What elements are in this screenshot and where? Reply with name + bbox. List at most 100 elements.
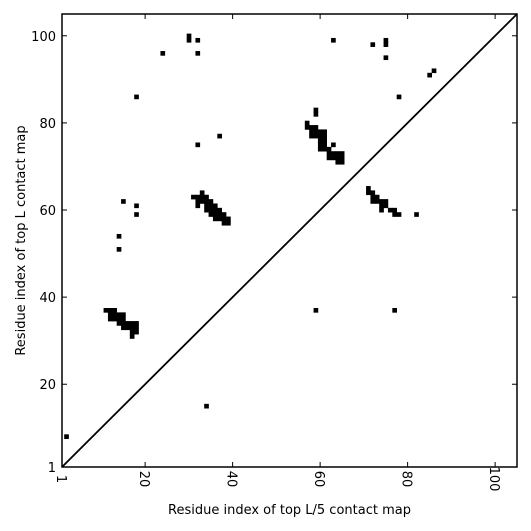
- contact-point-upper: [116, 233, 122, 239]
- contact-point-upper: [414, 212, 419, 217]
- contact-point-lower: [112, 308, 117, 313]
- contact-point-upper: [195, 142, 201, 148]
- contact-point-upper: [199, 199, 205, 204]
- contact-point-upper: [383, 37, 389, 43]
- contact-point-lower: [125, 321, 131, 326]
- y-tick-label: 20: [39, 378, 56, 393]
- contact-point-upper: [326, 155, 332, 161]
- contact-point-upper: [313, 129, 319, 135]
- contact-point-upper: [309, 133, 314, 139]
- x-tick-label: 60: [311, 471, 326, 488]
- contact-point-upper: [317, 133, 323, 139]
- contact-point-lower: [121, 321, 126, 326]
- y-axis-ticks: 1 20 40 60 80 100: [31, 30, 517, 476]
- contact-point-upper: [304, 120, 310, 126]
- plot-frame: [61, 13, 518, 468]
- contact-point-upper: [195, 51, 201, 56]
- contact-point-upper: [379, 207, 384, 213]
- contact-point-upper: [208, 212, 214, 217]
- contact-point-upper: [370, 190, 376, 196]
- contact-point-lower: [116, 321, 122, 326]
- contact-points: [64, 33, 437, 439]
- y-tick-label: 1: [48, 461, 56, 476]
- contact-point-upper: [322, 129, 327, 135]
- contact-point-upper: [221, 220, 227, 226]
- contact-point-upper: [186, 37, 192, 43]
- contact-point-lower: [107, 308, 113, 313]
- contact-point-upper: [121, 199, 126, 204]
- contact-point-upper: [322, 138, 327, 143]
- contact-point-upper: [339, 151, 345, 156]
- contact-point-upper: [186, 33, 192, 39]
- contact-point-lower: [107, 312, 113, 318]
- contact-point-upper: [335, 151, 341, 156]
- contact-point-lower: [129, 334, 135, 339]
- contact-point-upper: [317, 142, 323, 148]
- contact-point-upper: [208, 199, 214, 204]
- contact-point-upper: [212, 203, 218, 209]
- contact-point-upper: [331, 37, 336, 43]
- contact-point-upper: [221, 216, 227, 222]
- contact-point-upper: [331, 155, 336, 161]
- contact-point-upper: [379, 199, 384, 204]
- contact-point-upper: [374, 194, 380, 200]
- contact-point-upper: [191, 194, 196, 200]
- contact-point-lower: [64, 434, 69, 439]
- contact-point-lower: [134, 329, 139, 335]
- contact-point-upper: [313, 112, 319, 117]
- y-tick-label: 60: [39, 204, 56, 219]
- contact-point-upper: [331, 151, 336, 156]
- contact-point-upper: [313, 133, 319, 139]
- x-tick-label: 1: [53, 475, 68, 483]
- y-axis-label: Residue index of top L contact map: [14, 125, 29, 355]
- contact-point-upper: [339, 159, 345, 165]
- contact-point-upper: [134, 94, 139, 100]
- contact-point-upper: [204, 207, 209, 213]
- contact-point-upper: [195, 194, 201, 200]
- contact-point-lower: [134, 325, 139, 331]
- contact-point-upper: [217, 212, 222, 217]
- diagonal-line: [61, 13, 518, 468]
- contact-point-lower: [116, 312, 122, 318]
- contact-point-upper: [217, 207, 222, 213]
- contact-point-upper: [331, 142, 336, 148]
- contact-point-upper: [212, 212, 218, 217]
- x-axis-ticks: 1 20 40 60 80 100: [53, 14, 501, 491]
- contact-point-upper: [204, 203, 209, 209]
- contact-point-upper: [370, 199, 376, 204]
- contact-point-upper: [322, 142, 327, 148]
- contact-point-lower: [129, 329, 135, 335]
- contact-point-upper: [212, 216, 218, 222]
- contact-point-upper: [335, 155, 341, 161]
- x-tick-label: 20: [136, 471, 151, 488]
- contact-point-upper: [195, 37, 201, 43]
- contact-point-upper: [366, 186, 371, 191]
- contact-point-upper: [326, 146, 332, 152]
- contact-point-upper: [370, 194, 376, 200]
- contact-point-lower: [392, 308, 397, 313]
- contact-point-upper: [226, 220, 231, 226]
- contact-point-upper: [199, 190, 205, 196]
- contact-point-lower: [116, 316, 122, 322]
- contact-point-lower: [121, 312, 126, 318]
- contact-point-lower: [103, 308, 109, 313]
- contact-point-lower: [112, 316, 117, 322]
- contact-point-upper: [195, 203, 201, 209]
- contact-point-upper: [379, 203, 384, 209]
- contact-point-lower: [121, 316, 126, 322]
- contact-point-upper: [199, 194, 205, 200]
- contact-point-upper: [326, 151, 332, 156]
- contact-point-upper: [387, 207, 393, 213]
- contact-point-upper: [226, 216, 231, 222]
- contact-point-lower: [134, 321, 139, 326]
- contact-point-upper: [204, 199, 209, 204]
- contact-point-lower: [129, 321, 135, 326]
- contact-point-upper: [322, 146, 327, 152]
- contact-point-upper: [217, 216, 222, 222]
- contact-point-upper: [317, 129, 323, 135]
- contact-point-upper: [392, 207, 397, 213]
- contact-point-lower: [125, 325, 131, 331]
- contact-point-upper: [383, 199, 389, 204]
- contact-point-upper: [374, 199, 380, 204]
